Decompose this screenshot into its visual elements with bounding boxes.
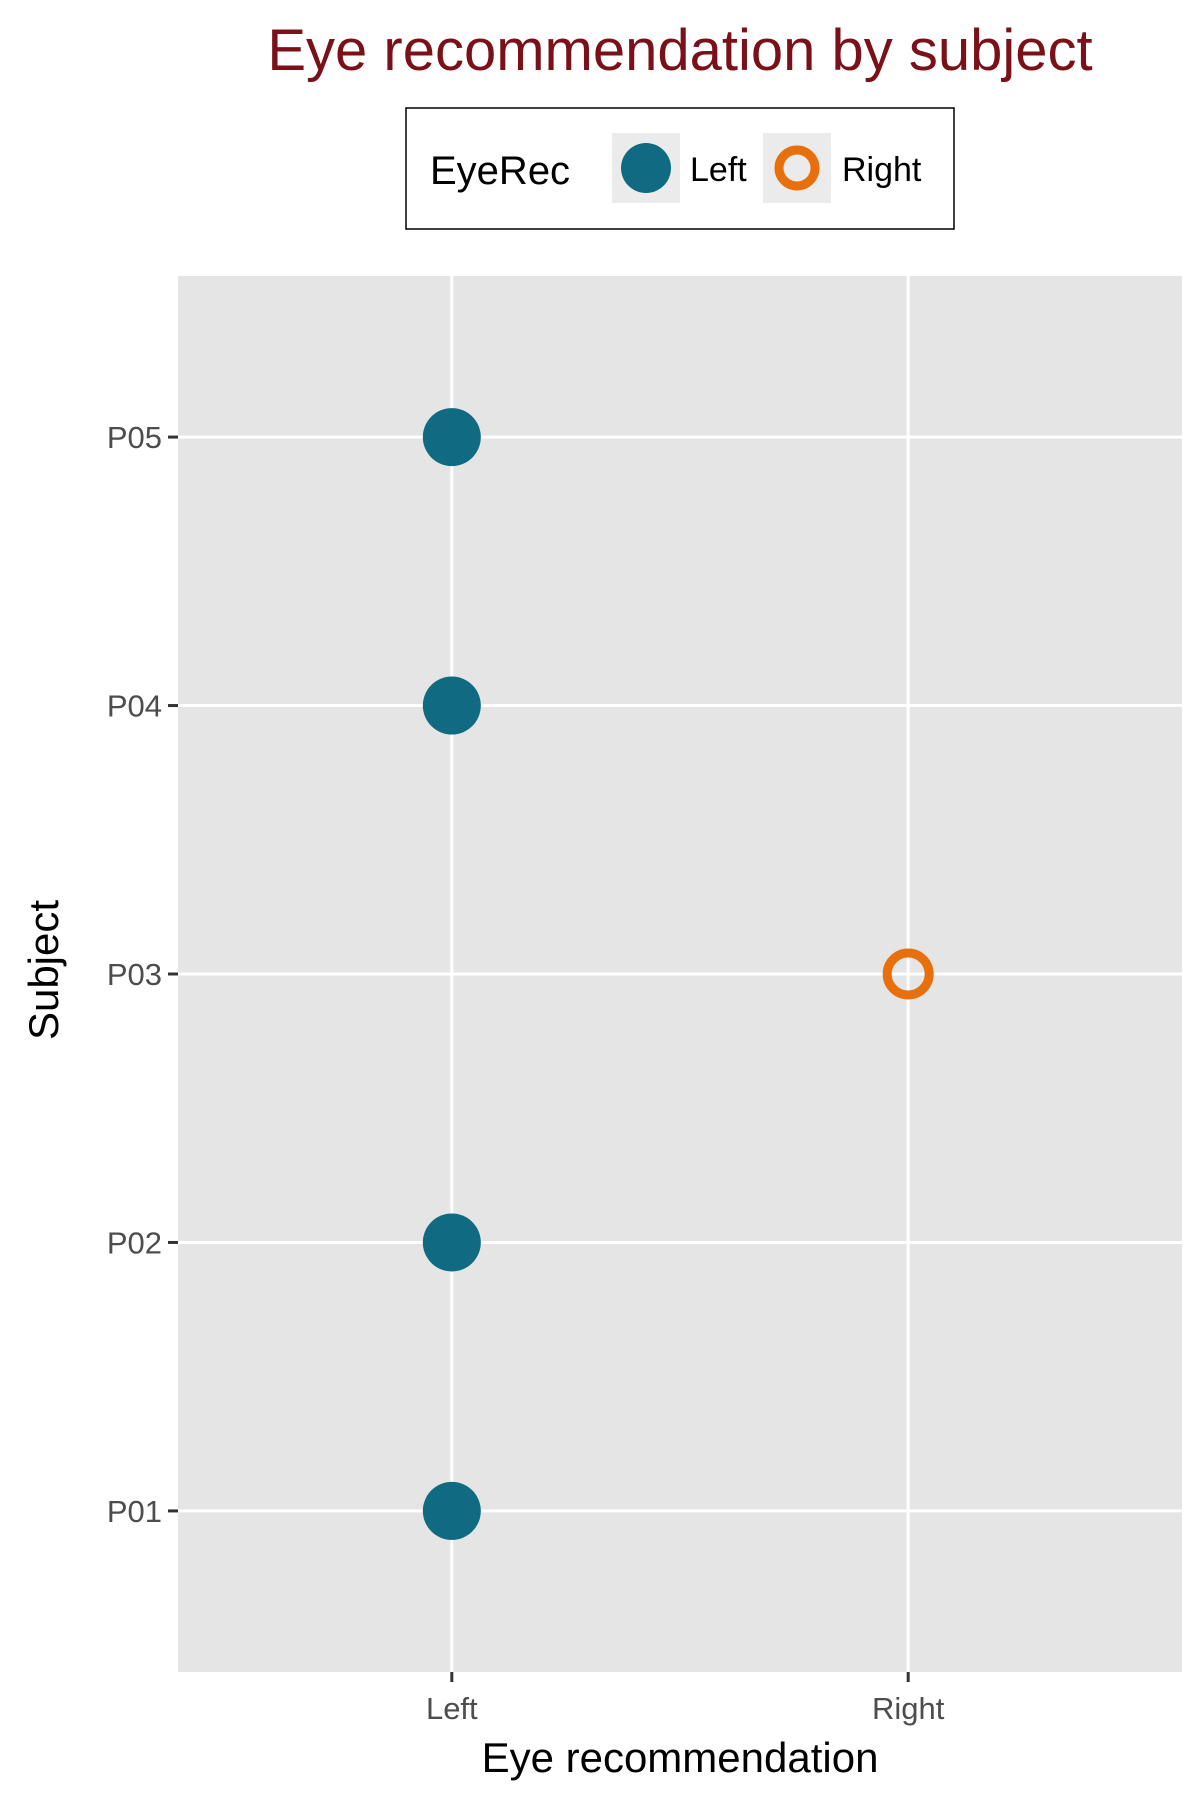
legend: EyeRec Left Right [405, 107, 955, 230]
x-tick-label-left: Left [426, 1691, 478, 1726]
plot-area: P01 P02 P03 P04 P05 Left Right [107, 276, 1182, 1726]
data-point-p01 [422, 1481, 481, 1540]
legend-label-right: Right [842, 151, 922, 189]
data-point-p02 [422, 1213, 481, 1272]
y-tick-label-p04: P04 [107, 689, 162, 724]
x-axis-title: Eye recommendation [482, 1734, 879, 1781]
chart-title: Eye recommendation by subject [267, 18, 1092, 83]
y-axis-title: Subject [20, 900, 67, 1040]
legend-marker-left [621, 143, 671, 193]
x-tick-label-right: Right [872, 1691, 945, 1726]
data-point-p04 [422, 676, 481, 735]
data-point-p05 [422, 408, 481, 467]
legend-marker-right [774, 145, 820, 191]
legend-title: EyeRec [430, 149, 570, 193]
y-tick-label-p02: P02 [107, 1225, 162, 1260]
legend-label-left: Left [690, 151, 747, 189]
y-tick-label-p05: P05 [107, 420, 162, 455]
y-tick-label-p01: P01 [107, 1494, 162, 1529]
y-tick-label-p03: P03 [107, 957, 162, 992]
data-point-p03 [882, 948, 934, 1000]
legend-key-right-bg [763, 133, 831, 203]
